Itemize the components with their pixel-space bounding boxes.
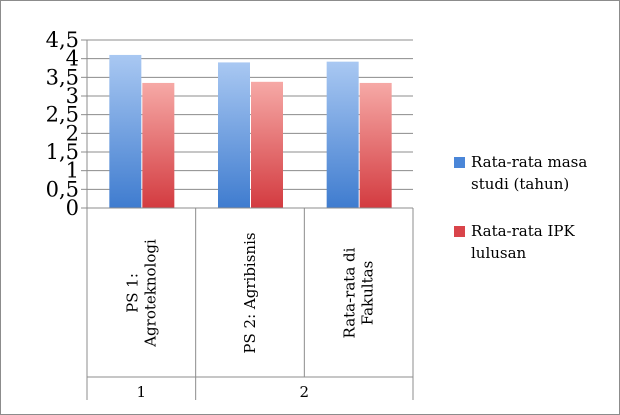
legend: Rata-rata masa studi (tahun) Rata-rata IPK…: [454, 153, 587, 262]
bar: [109, 54, 142, 208]
category-label: PS 1:: [123, 273, 141, 313]
bar: [142, 82, 175, 208]
x-axis-table: PS 1: Agroteknologi PS 2: Agribisnis Rata-r…: [86, 40, 414, 401]
legend-label: lulusan: [471, 244, 527, 262]
y-tick-label: 3: [66, 84, 79, 108]
y-tick-label: 1: [66, 159, 79, 183]
bar: [326, 61, 359, 208]
bars: [109, 54, 392, 209]
bar: [218, 62, 250, 209]
y-axis-ticks: 00,511,522,533,544,5: [46, 28, 79, 220]
y-tick-label: 4,5: [46, 28, 79, 52]
category-label: Rata-rata di: [341, 247, 359, 338]
y-tick-label: 3,5: [46, 65, 79, 89]
y-tick-label: 2: [66, 121, 79, 145]
group-label: 1: [137, 383, 147, 401]
legend-label: Rata-rata IPK: [471, 222, 575, 240]
legend-swatch: [454, 226, 465, 237]
legend-swatch: [454, 157, 465, 168]
category-label: PS 2: Agribisnis: [241, 232, 259, 353]
y-tick-label: 4: [66, 47, 79, 71]
bar: [251, 81, 283, 208]
y-tick-label: 2,5: [46, 103, 79, 127]
legend-label: studi (tahun): [471, 175, 569, 193]
group-label: 2: [300, 383, 310, 401]
y-tick-label: 0: [66, 196, 79, 220]
category-label: Fakultas: [359, 261, 377, 326]
legend-label: Rata-rata masa: [471, 153, 587, 171]
y-tick-label: 0,5: [46, 177, 79, 201]
bar: [359, 82, 392, 208]
y-tick-label: 1,5: [46, 140, 79, 164]
category-label: Agroteknologi: [141, 239, 159, 348]
